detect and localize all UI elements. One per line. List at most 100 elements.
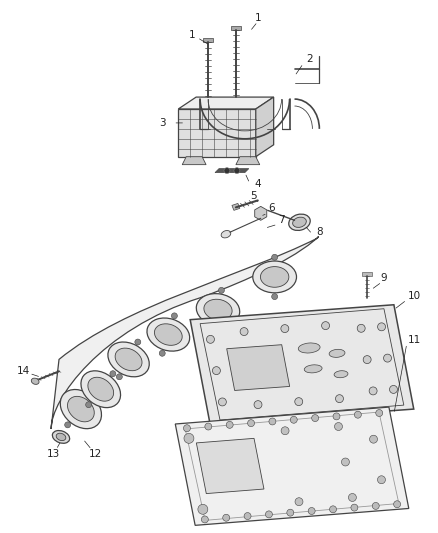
Circle shape: [378, 476, 385, 484]
Polygon shape: [256, 97, 274, 157]
Polygon shape: [175, 407, 409, 526]
Text: 4: 4: [254, 179, 261, 189]
Polygon shape: [178, 109, 256, 157]
Circle shape: [269, 418, 276, 425]
Circle shape: [295, 398, 303, 406]
Polygon shape: [231, 26, 241, 29]
Circle shape: [171, 313, 177, 319]
Text: 12: 12: [89, 449, 102, 459]
Circle shape: [223, 514, 230, 521]
Circle shape: [219, 398, 226, 406]
Circle shape: [363, 356, 371, 364]
Circle shape: [110, 371, 116, 377]
Ellipse shape: [293, 217, 306, 228]
Text: 8: 8: [316, 227, 323, 237]
Ellipse shape: [253, 261, 297, 293]
Ellipse shape: [289, 214, 310, 230]
Ellipse shape: [88, 377, 113, 401]
Ellipse shape: [155, 324, 182, 345]
Text: 1: 1: [189, 30, 195, 41]
Circle shape: [287, 509, 294, 516]
Circle shape: [308, 507, 315, 514]
Circle shape: [312, 415, 318, 422]
Text: 7: 7: [278, 215, 285, 225]
Ellipse shape: [196, 294, 240, 326]
Text: 1: 1: [254, 13, 261, 22]
Circle shape: [376, 409, 383, 416]
Circle shape: [272, 294, 278, 300]
Circle shape: [333, 413, 340, 420]
Circle shape: [184, 425, 191, 432]
Polygon shape: [190, 305, 414, 424]
Text: 10: 10: [408, 291, 421, 301]
Polygon shape: [255, 206, 267, 220]
Circle shape: [86, 402, 92, 408]
Circle shape: [212, 367, 220, 375]
Polygon shape: [232, 204, 240, 211]
Polygon shape: [196, 438, 264, 494]
Circle shape: [329, 506, 336, 513]
Ellipse shape: [304, 365, 322, 373]
Ellipse shape: [108, 342, 149, 377]
Text: 9: 9: [381, 273, 387, 283]
Circle shape: [184, 433, 194, 443]
Ellipse shape: [329, 349, 345, 357]
Circle shape: [378, 323, 385, 331]
Text: 11: 11: [408, 335, 421, 344]
Circle shape: [159, 350, 165, 356]
Ellipse shape: [221, 231, 231, 238]
Polygon shape: [215, 168, 249, 173]
Ellipse shape: [298, 343, 320, 353]
Ellipse shape: [53, 431, 70, 443]
Circle shape: [281, 427, 289, 435]
Circle shape: [205, 423, 212, 430]
PathPatch shape: [51, 236, 319, 429]
Circle shape: [247, 419, 254, 426]
Circle shape: [370, 435, 378, 443]
Ellipse shape: [56, 433, 66, 441]
Polygon shape: [362, 272, 372, 276]
Text: 5: 5: [251, 191, 257, 201]
Ellipse shape: [67, 397, 94, 422]
Circle shape: [357, 325, 365, 332]
Circle shape: [198, 504, 208, 514]
Circle shape: [351, 504, 358, 511]
Circle shape: [336, 394, 343, 402]
Circle shape: [224, 168, 230, 174]
Circle shape: [354, 411, 361, 418]
Circle shape: [91, 390, 97, 397]
Circle shape: [117, 374, 122, 379]
Ellipse shape: [60, 390, 102, 429]
Circle shape: [321, 321, 329, 329]
Circle shape: [369, 387, 377, 395]
Circle shape: [335, 423, 343, 431]
Circle shape: [348, 494, 357, 502]
Circle shape: [206, 335, 215, 343]
Circle shape: [295, 498, 303, 506]
Circle shape: [65, 422, 71, 428]
Ellipse shape: [81, 371, 120, 408]
Circle shape: [226, 422, 233, 429]
Polygon shape: [178, 97, 274, 109]
Circle shape: [281, 325, 289, 333]
Circle shape: [219, 287, 224, 293]
Circle shape: [384, 354, 392, 362]
Circle shape: [342, 458, 350, 466]
Circle shape: [254, 401, 262, 409]
Circle shape: [265, 511, 272, 518]
Circle shape: [290, 416, 297, 423]
Polygon shape: [227, 345, 290, 391]
Circle shape: [372, 503, 379, 510]
Text: 6: 6: [268, 204, 275, 213]
Circle shape: [389, 385, 397, 393]
Ellipse shape: [204, 299, 232, 320]
Ellipse shape: [261, 266, 289, 287]
Ellipse shape: [31, 378, 39, 384]
Circle shape: [272, 254, 278, 260]
Text: 14: 14: [17, 366, 30, 376]
Circle shape: [240, 328, 248, 336]
Circle shape: [234, 168, 240, 174]
Circle shape: [135, 339, 141, 345]
Polygon shape: [182, 157, 206, 165]
Ellipse shape: [334, 370, 348, 378]
